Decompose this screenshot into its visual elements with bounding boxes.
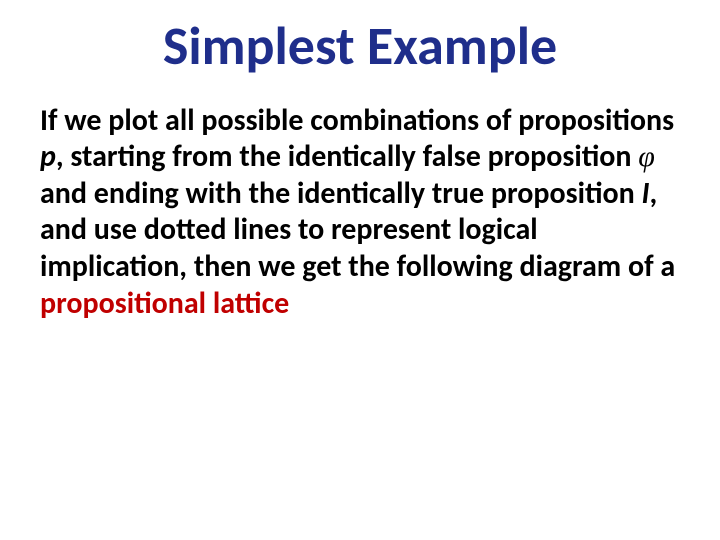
var-p: p xyxy=(40,138,56,175)
body-seg1: If we plot all possible combinations of … xyxy=(40,102,674,139)
slide-body: If we plot all possible combinations of … xyxy=(40,103,680,323)
body-seg3: and ending with the identically true pro… xyxy=(40,175,642,212)
body-highlight: propositional lattice xyxy=(40,285,289,322)
var-i: I xyxy=(642,175,650,212)
var-phi: φ xyxy=(638,140,655,173)
body-seg2: , starting from the identically false pr… xyxy=(56,138,638,175)
slide: Simplest Example If we plot all possible… xyxy=(0,0,720,540)
slide-title: Simplest Example xyxy=(40,18,680,75)
